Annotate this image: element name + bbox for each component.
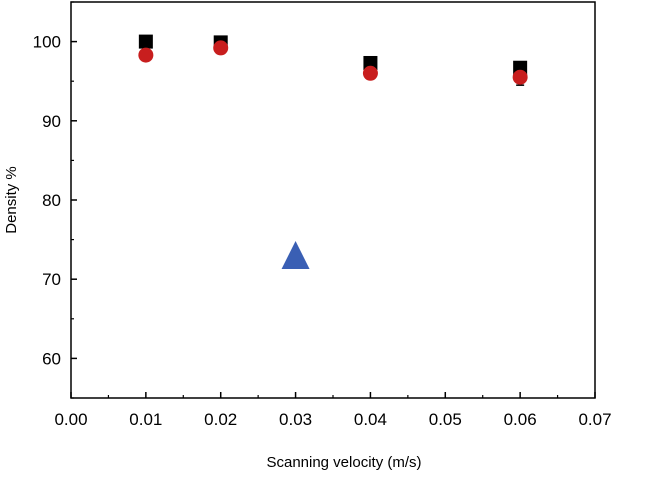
- square-point: [363, 55, 378, 70]
- x-tick-label: 0.03: [279, 410, 312, 429]
- square-point: [138, 34, 153, 49]
- circle-point: [512, 69, 528, 85]
- x-tick-label: 0.06: [504, 410, 537, 429]
- x-tick-label: 0.07: [578, 410, 611, 429]
- y-axis: 60 70 80 90 100: [33, 1, 77, 399]
- y-tick-label: 80: [42, 191, 61, 210]
- circle-point: [362, 65, 378, 81]
- circle-point: [138, 47, 154, 63]
- triangle-point: [281, 241, 310, 270]
- circle-point: [213, 40, 229, 56]
- x-axis: 0.00 0.01 0.02 0.03 0.04 0.05 0.06 0.07: [54, 392, 612, 429]
- y-tick-label: 60: [42, 349, 61, 368]
- y-tick-label: 70: [42, 270, 61, 289]
- x-tick-label: 0.05: [429, 410, 462, 429]
- x-tick-label: 0.00: [54, 410, 87, 429]
- x-axis-title: Scanning velocity (m/s): [266, 454, 421, 471]
- x-tick-label: 0.02: [204, 410, 237, 429]
- y-tick-label: 100: [33, 33, 61, 52]
- x-tick-label: 0.01: [129, 410, 162, 429]
- data-points: [138, 34, 528, 270]
- x-tick-label: 0.04: [354, 410, 387, 429]
- y-axis-title: Density %: [3, 166, 20, 234]
- y-tick-label: 90: [42, 112, 61, 131]
